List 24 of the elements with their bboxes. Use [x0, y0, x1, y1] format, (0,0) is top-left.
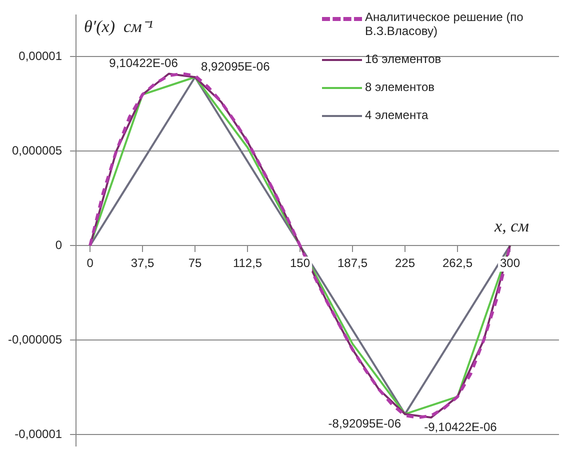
x-tick-label: 225: [395, 256, 416, 270]
x-tick-label: 75: [188, 256, 202, 270]
legend-label: 8 элементов: [365, 80, 435, 94]
x-tick-label: 150: [290, 256, 310, 270]
annotation: -9,10422E-06: [424, 420, 498, 434]
legend-label: 16 элементов: [365, 52, 442, 66]
legend-label: 4 элемента: [365, 108, 428, 122]
y-tick-label: -0,000005: [8, 332, 62, 346]
annotation: 9,10422E-06: [109, 56, 178, 70]
y-tick-label: -0,00001: [14, 426, 62, 441]
y-tick-label: 0,000005: [12, 143, 62, 158]
x-tick-label: 300: [500, 256, 520, 270]
legend-label: Аналитическое решение (по В.З.Власову): [365, 10, 524, 38]
x-tick-label: 0: [86, 256, 94, 270]
x-tick-label: 112,5: [232, 256, 262, 270]
annotation: 8,92095E-06: [201, 59, 270, 74]
x-tick-label: 187,5: [338, 256, 368, 270]
y-axis-title: θ′(x) см⁻¹: [84, 17, 153, 36]
y-tick-label: 0: [55, 238, 62, 252]
y-tick-label: 0,00001: [18, 49, 62, 64]
annotation: -8,92095E-06: [328, 416, 402, 430]
x-axis-title: x, см: [494, 216, 530, 236]
x-tick-label: 37,5: [130, 256, 155, 270]
x-tick-label: 262,5: [442, 256, 473, 270]
